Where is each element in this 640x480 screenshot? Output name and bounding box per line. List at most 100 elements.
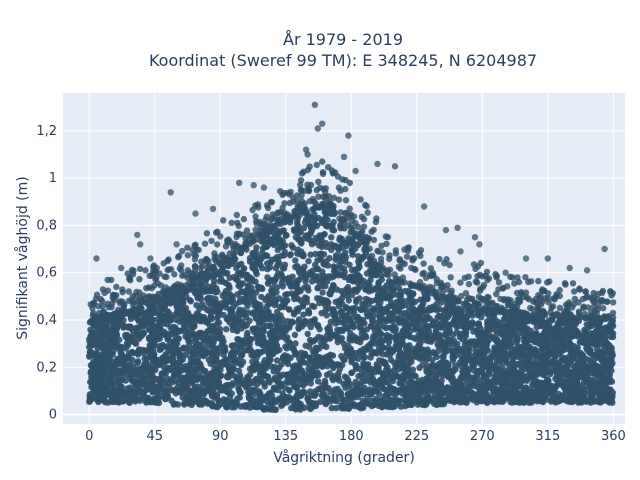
data-point — [246, 254, 254, 262]
data-point — [328, 404, 335, 412]
data-point — [375, 279, 382, 286]
data-point — [410, 316, 418, 323]
data-points — [86, 101, 617, 413]
data-point — [233, 265, 240, 272]
data-point — [383, 331, 391, 339]
data-point — [606, 364, 613, 372]
data-point — [243, 332, 251, 339]
data-point — [229, 322, 236, 330]
data-point — [235, 309, 242, 317]
data-point — [292, 257, 299, 264]
data-point — [354, 393, 362, 401]
data-point — [589, 334, 596, 341]
data-point — [512, 385, 519, 392]
data-point — [395, 319, 403, 326]
data-point — [514, 337, 521, 344]
data-point — [397, 397, 404, 404]
data-point — [227, 352, 235, 359]
data-point — [287, 354, 294, 362]
data-point — [213, 320, 220, 328]
data-point — [421, 330, 428, 337]
data-point — [213, 327, 221, 334]
data-point — [593, 385, 600, 393]
data-point — [160, 354, 167, 361]
data-point — [567, 348, 574, 355]
data-point — [404, 401, 411, 409]
data-point — [228, 314, 235, 321]
data-point — [170, 351, 177, 359]
data-point — [268, 313, 276, 320]
data-point — [218, 372, 225, 379]
data-point — [341, 373, 349, 380]
data-point — [304, 330, 311, 338]
data-point — [107, 357, 115, 364]
data-point — [518, 391, 525, 398]
data-point — [224, 389, 231, 396]
data-point — [359, 316, 367, 324]
data-point — [279, 371, 287, 378]
data-point — [247, 395, 255, 402]
data-point — [522, 359, 529, 367]
data-point — [299, 300, 307, 308]
data-point — [263, 243, 271, 250]
data-point — [591, 398, 598, 405]
data-point — [339, 402, 347, 410]
data-point — [327, 335, 334, 342]
data-point — [375, 402, 382, 409]
data-point — [607, 377, 614, 384]
data-point — [315, 214, 322, 222]
data-point — [378, 331, 385, 338]
data-point — [271, 374, 279, 382]
data-point — [379, 374, 386, 382]
data-point — [331, 386, 339, 393]
data-point — [342, 249, 349, 256]
data-point — [561, 355, 569, 362]
data-point — [345, 287, 353, 294]
data-point — [403, 367, 410, 374]
data-point — [378, 289, 386, 296]
data-point — [246, 317, 253, 324]
data-point — [593, 371, 600, 379]
data-point — [278, 280, 285, 287]
data-point — [323, 258, 330, 265]
data-point — [307, 251, 314, 258]
data-point — [201, 335, 208, 342]
data-point — [176, 359, 183, 367]
data-point — [92, 340, 99, 348]
data-point — [128, 377, 135, 384]
data-point — [516, 399, 523, 406]
data-point — [301, 271, 309, 279]
data-point — [320, 360, 328, 367]
data-point — [596, 355, 604, 362]
data-point — [281, 252, 288, 259]
data-point — [230, 274, 237, 281]
data-point — [378, 272, 385, 279]
data-point — [301, 318, 308, 325]
data-point — [393, 340, 400, 347]
data-point — [250, 325, 257, 333]
data-point — [549, 360, 557, 368]
data-point — [354, 253, 362, 260]
data-point — [436, 323, 443, 330]
data-point — [300, 252, 307, 260]
data-point — [220, 311, 227, 319]
data-point — [107, 390, 115, 397]
data-point — [568, 356, 575, 364]
data-point — [449, 357, 456, 364]
data-point — [270, 368, 277, 375]
data-point — [125, 333, 133, 341]
data-point — [156, 311, 163, 318]
data-point — [172, 371, 179, 378]
data-point — [223, 326, 230, 333]
data-point — [119, 398, 127, 405]
data-point — [182, 345, 190, 353]
data-point — [433, 353, 441, 361]
data-point — [308, 241, 316, 248]
data-point — [491, 398, 498, 406]
data-point — [234, 327, 241, 335]
data-point — [257, 393, 264, 400]
data-point — [568, 341, 575, 349]
data-point — [273, 284, 281, 291]
data-point — [383, 388, 391, 395]
data-point — [134, 388, 142, 395]
